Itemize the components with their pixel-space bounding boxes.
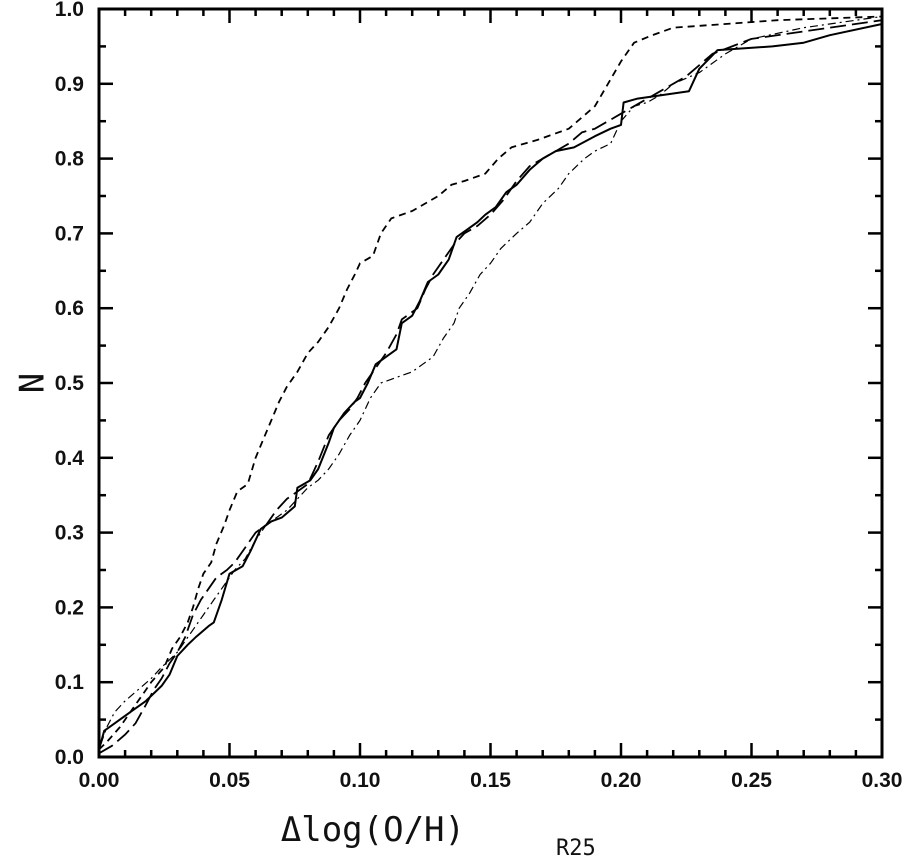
y-tick-label: 0.2 (55, 596, 84, 619)
series-line-dot-dash (98, 15, 883, 750)
series-line-solid (98, 23, 883, 750)
x-axis-label-subscript: R25 (556, 836, 596, 861)
y-tick-label: 0.9 (55, 73, 84, 96)
x-tick-label: 0.15 (470, 769, 511, 792)
x-tick-label: 0.00 (79, 769, 120, 792)
y-tick-label: 0.0 (55, 746, 84, 769)
y-tick-label: 1.0 (55, 0, 84, 21)
plot-frame (97, 7, 884, 759)
series-layer (98, 15, 883, 755)
y-tick-label: 0.4 (55, 447, 85, 470)
x-axis-label: Δlog(O/H) (281, 810, 465, 850)
series-line-short-dash (98, 15, 883, 751)
y-axis-label: N (13, 373, 53, 393)
series-line-long-dash (98, 19, 883, 755)
y-tick-label: 0.1 (55, 671, 85, 694)
y-tick-label: 0.6 (55, 297, 84, 320)
y-tick-label: 0.8 (55, 148, 85, 171)
x-tick-label: 0.30 (862, 769, 903, 792)
y-tick-label: 0.3 (55, 522, 84, 545)
x-tick-label: 0.20 (601, 769, 642, 792)
y-tick-label: 0.7 (55, 222, 84, 245)
tick-labels-layer: 0.00 0.05 0.10 0.15 0.20 0.25 0.30 0.0 0.1 0.2 0.3… (55, 0, 903, 792)
x-tick-label: 0.05 (209, 769, 250, 792)
ticks-layer (97, 7, 884, 759)
y-tick-label: 0.5 (55, 372, 85, 395)
x-tick-label: 0.10 (340, 769, 381, 792)
x-tick-label: 0.25 (731, 769, 772, 792)
